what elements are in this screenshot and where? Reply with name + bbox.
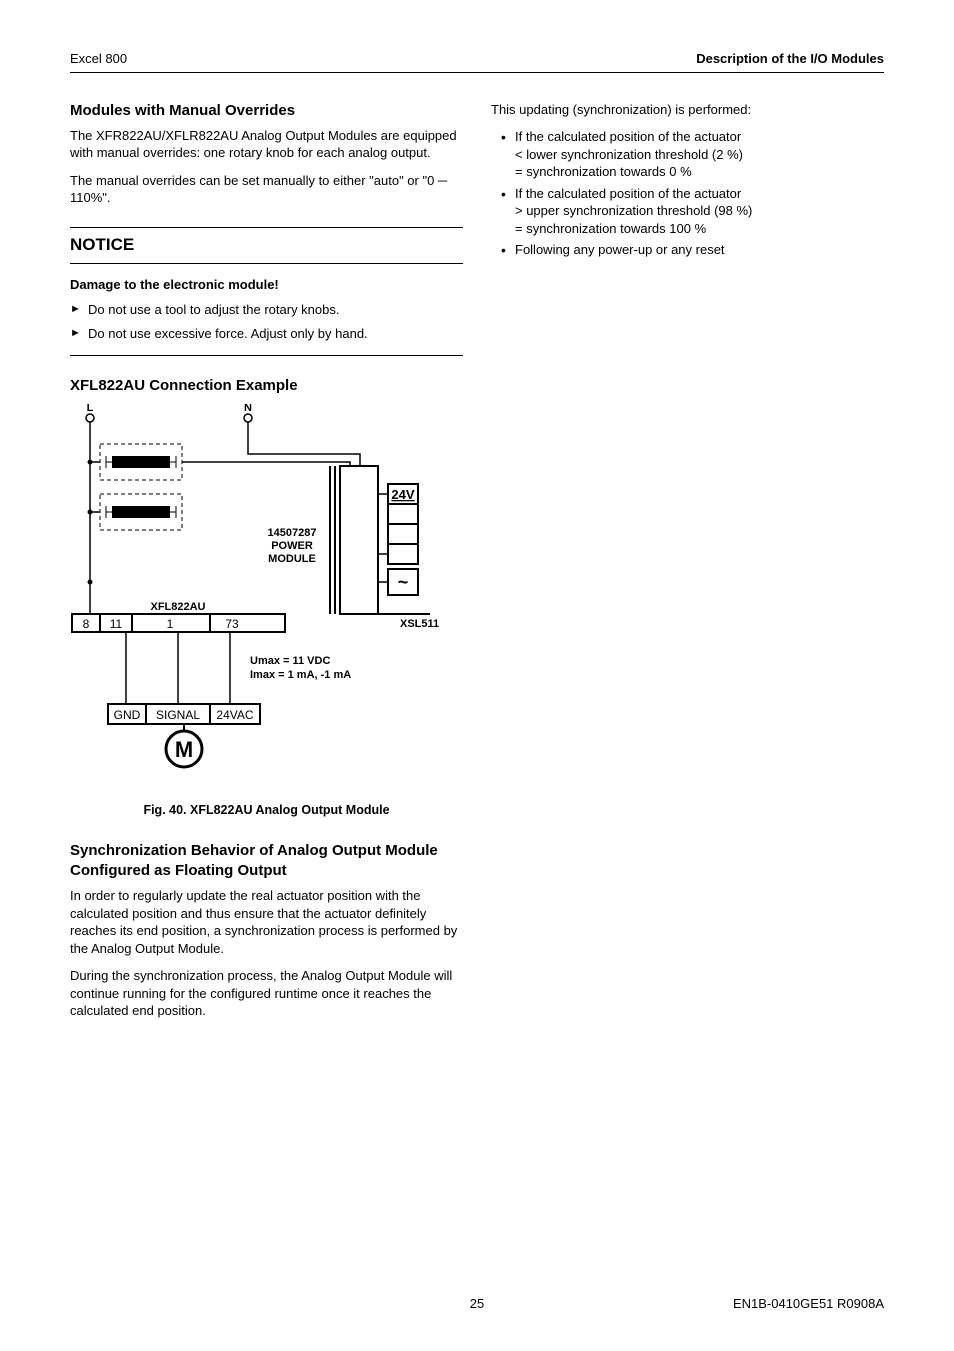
footer-doc-id: EN1B-0410GE51 R0908A bbox=[733, 1295, 884, 1313]
connection-diagram: L N bbox=[70, 404, 460, 784]
page-footer: 25 EN1B-0410GE51 R0908A bbox=[70, 1295, 884, 1313]
header-right: Description of the I/O Modules bbox=[696, 50, 884, 68]
right-column: This updating (synchronization) is perfo… bbox=[491, 101, 884, 1030]
sync-bullet-list: If the calculated position of the actuat… bbox=[491, 128, 884, 259]
label-L: L bbox=[87, 404, 94, 414]
t73: 73 bbox=[225, 617, 239, 631]
notice-item: Do not use a tool to adjust the rotary k… bbox=[70, 301, 463, 319]
label-24v: 24V bbox=[391, 487, 414, 502]
label-24vac: 24VAC bbox=[216, 708, 253, 722]
sec3-p1: In order to regularly update the real ac… bbox=[70, 887, 463, 957]
sec1-p2: The manual overrides can be set manually… bbox=[70, 172, 463, 207]
notice-rule-bottom bbox=[70, 355, 463, 356]
label-M: M bbox=[175, 737, 193, 762]
notice-list: Do not use a tool to adjust the rotary k… bbox=[70, 301, 463, 342]
header-left: Excel 800 bbox=[70, 50, 127, 68]
sync-bullet: Following any power-up or any reset bbox=[491, 241, 884, 259]
t1: 1 bbox=[167, 617, 174, 631]
content-columns: Modules with Manual Overrides The XFR822… bbox=[70, 101, 884, 1030]
sync-bullet: If the calculated position of the actuat… bbox=[491, 185, 884, 238]
pm-l2: POWER bbox=[271, 540, 313, 552]
label-imax: Imax = 1 mA, -1 mA bbox=[250, 669, 351, 681]
label-tilde: ~ bbox=[398, 572, 409, 592]
notice-warning: Damage to the electronic module! bbox=[70, 276, 463, 294]
sync-bullet: If the calculated position of the actuat… bbox=[491, 128, 884, 181]
page-header: Excel 800 Description of the I/O Modules bbox=[70, 50, 884, 73]
notice-item: Do not use excessive force. Adjust only … bbox=[70, 325, 463, 343]
pm-l1: 14507287 bbox=[268, 527, 317, 539]
label-umax: Umax = 11 VDC bbox=[250, 655, 330, 667]
sec1-p1: The XFR822AU/XFLR822AU Analog Output Mod… bbox=[70, 127, 463, 162]
t8: 8 bbox=[83, 617, 90, 631]
pm-l3: MODULE bbox=[268, 553, 316, 565]
section-manual-overrides-title: Modules with Manual Overrides bbox=[70, 101, 463, 121]
label-module: XFL822AU bbox=[150, 601, 205, 613]
left-column: Modules with Manual Overrides The XFR822… bbox=[70, 101, 463, 1030]
footer-page-number: 25 bbox=[470, 1295, 484, 1313]
t11: 11 bbox=[110, 617, 123, 631]
label-N: N bbox=[244, 404, 252, 414]
label-gnd: GND bbox=[114, 708, 141, 722]
notice-title: NOTICE bbox=[70, 234, 463, 257]
section-connection-title: XFL822AU Connection Example bbox=[70, 376, 463, 396]
sec3-p2: During the synchronization process, the … bbox=[70, 967, 463, 1020]
section-sync-title: Synchronization Behavior of Analog Outpu… bbox=[70, 841, 463, 882]
figure-caption: Fig. 40. XFL822AU Analog Output Module bbox=[70, 802, 463, 819]
label-signal: SIGNAL bbox=[156, 708, 200, 722]
sync-intro: This updating (synchronization) is perfo… bbox=[491, 101, 884, 119]
notice-rule-top: NOTICE bbox=[70, 227, 463, 264]
label-xsl: XSL511 bbox=[400, 618, 439, 630]
